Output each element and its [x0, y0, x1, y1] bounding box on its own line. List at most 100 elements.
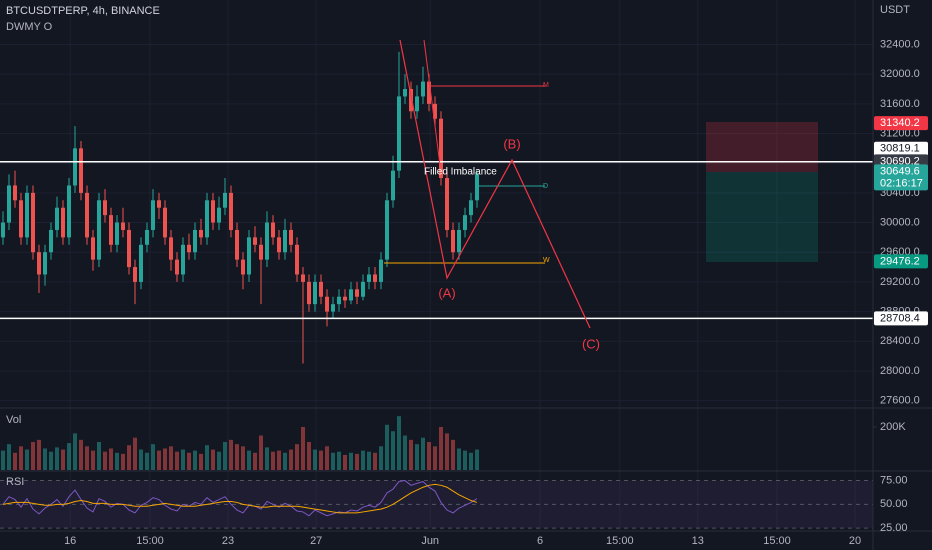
- candle-body: [115, 222, 119, 245]
- volume-bar: [157, 450, 161, 470]
- volume-bar: [463, 450, 467, 470]
- volume-bar: [199, 453, 203, 470]
- volume-bar: [211, 449, 215, 470]
- wave-path: [399, 39, 591, 329]
- rsi-line: [2, 483, 478, 514]
- chart-title: BTCUSDTPERP, 4h, BINANCE: [6, 5, 160, 17]
- volume-bar: [331, 452, 335, 470]
- candle-body: [211, 200, 215, 223]
- candle-body: [343, 296, 347, 301]
- volume-bar: [13, 452, 17, 470]
- volume-bar: [451, 439, 455, 470]
- volume-bar: [175, 451, 179, 470]
- candle-body: [163, 207, 167, 238]
- volume-bar: [397, 416, 401, 470]
- candle-body: [253, 237, 257, 245]
- price-label-box: [874, 254, 928, 269]
- x-tick-label: 15:00: [763, 535, 791, 547]
- candle-body: [223, 192, 227, 208]
- candle-body: [193, 229, 197, 253]
- y-tick-label: 25.00: [880, 522, 908, 534]
- candle-body: [349, 289, 353, 301]
- volume-bar: [475, 449, 479, 470]
- y-tick-label: 32000.0: [880, 68, 920, 80]
- volume-bar: [403, 435, 407, 470]
- candle-body: [25, 192, 29, 238]
- y-axis-label: USDT: [880, 4, 910, 16]
- volume-bar: [187, 452, 191, 470]
- volume-bar: [421, 437, 425, 470]
- volume-bar: [349, 452, 353, 470]
- candle-body: [13, 185, 17, 201]
- candle-body: [385, 200, 389, 260]
- x-tick-label: Jun: [421, 535, 439, 547]
- candle-body: [259, 244, 263, 260]
- candle-body: [79, 148, 83, 193]
- volume-bar: [127, 445, 131, 470]
- volume-bar: [313, 449, 317, 470]
- level-tag: M: [543, 82, 549, 89]
- volume-bar: [97, 442, 101, 470]
- price-label: 28708.4: [880, 312, 920, 324]
- wave-label: (A): [438, 285, 455, 300]
- price-label: 30690.2: [880, 155, 920, 167]
- candle-body: [265, 222, 269, 260]
- candle-body: [445, 178, 449, 230]
- grid: [0, 0, 877, 530]
- x-tick-label: 27: [310, 535, 322, 547]
- candle-body: [169, 237, 173, 260]
- candle-body: [451, 229, 455, 253]
- volume-bar: [181, 449, 185, 470]
- volume-bar: [301, 426, 305, 470]
- pane-label: Vol: [6, 414, 21, 426]
- volume-bar: [379, 446, 383, 470]
- candle-body: [331, 304, 335, 312]
- volume-bar: [409, 439, 413, 470]
- candle-body: [49, 229, 53, 253]
- axis-labels: 16 15:00 23 27 Jun 6 15:00 13 15:00 20 27600.0 2800…: [64, 38, 928, 547]
- volume-bar: [391, 431, 395, 470]
- volume-bar: [385, 424, 389, 470]
- volume-bar: [265, 447, 269, 470]
- volume-bar: [433, 446, 437, 470]
- candle-body: [475, 174, 479, 201]
- candle-body: [157, 200, 161, 208]
- countdown: 02:16:17: [880, 177, 923, 189]
- candle-body: [181, 244, 185, 275]
- volume-bar: [133, 437, 137, 470]
- volume-bar: [31, 442, 35, 470]
- candle-body: [73, 148, 77, 186]
- volume-bar: [193, 450, 197, 470]
- candle-body: [439, 118, 443, 179]
- x-tick-label: 6: [537, 535, 543, 547]
- candle-body: [121, 222, 125, 230]
- price-label-box: [874, 311, 928, 326]
- candle-body: [37, 252, 41, 275]
- volume-bar: [205, 445, 209, 470]
- candle-body: [415, 96, 419, 112]
- candle-body: [217, 207, 221, 223]
- volume-bar: [469, 452, 473, 470]
- volume-bar: [361, 450, 365, 470]
- volume-bar: [271, 451, 275, 470]
- candle-body: [295, 244, 299, 275]
- candle-body: [151, 200, 155, 230]
- candle-body: [133, 267, 137, 282]
- volume-bar: [343, 454, 347, 470]
- volume-bar: [457, 448, 461, 470]
- volume-bar: [67, 443, 71, 470]
- volume-bar: [427, 442, 431, 470]
- volume-bar: [121, 453, 125, 470]
- candle-body: [391, 170, 395, 201]
- candle-body: [187, 244, 191, 253]
- y-tick-label: 32400.0: [880, 38, 920, 50]
- volume-bar: [91, 450, 95, 470]
- candle-body: [175, 259, 179, 275]
- candle-body: [373, 274, 377, 282]
- candle-body: [403, 89, 407, 97]
- volume-bar: [283, 452, 287, 470]
- y-tick-label: 200K: [880, 421, 906, 433]
- candle-body: [205, 200, 209, 238]
- price-label: 30819.1: [880, 143, 920, 155]
- price-label-box: [874, 164, 928, 191]
